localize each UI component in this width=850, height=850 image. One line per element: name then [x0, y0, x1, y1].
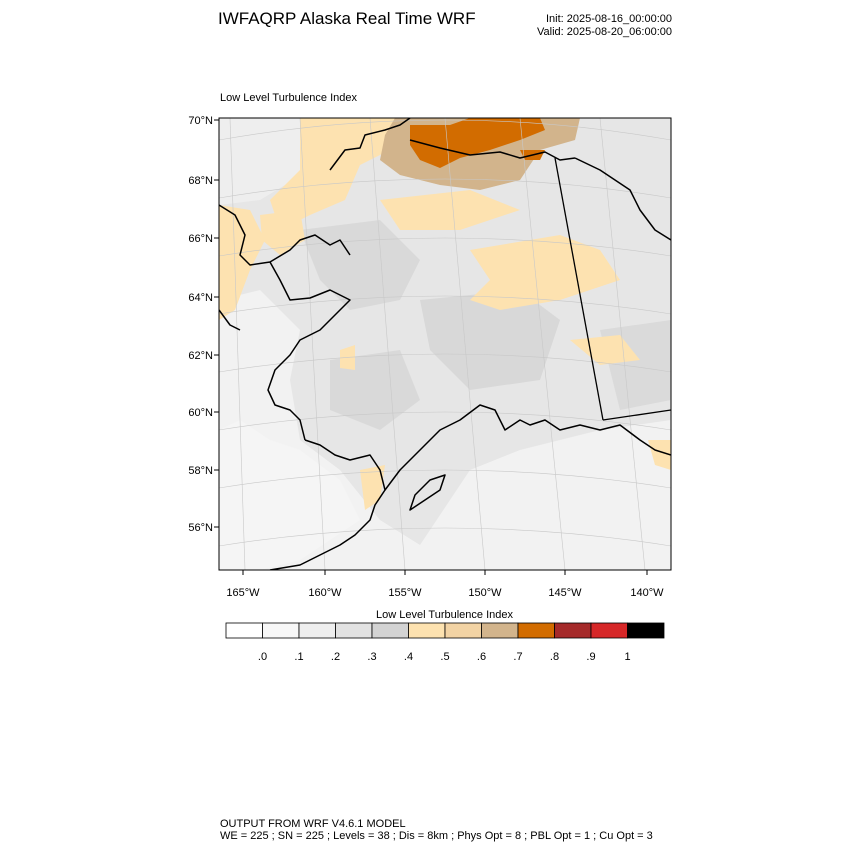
- lon-label: 155°W: [388, 587, 422, 599]
- colorbar-label: .4: [404, 651, 413, 663]
- valid-time: Valid: 2025-08-20_06:00:00: [537, 26, 672, 38]
- coast-kodiak: [409, 474, 446, 511]
- colorbar-box: [627, 622, 665, 639]
- lon-label: 140°W: [630, 587, 664, 599]
- graticule-lon-145: [519, 118, 566, 570]
- colorbar-box: [554, 622, 592, 639]
- colorbar-label: .5: [440, 651, 449, 663]
- graticule-lon-165: [229, 118, 246, 570]
- coast-gulf-of-alaska: [384, 404, 671, 491]
- main-title: IWFAQRP Alaska Real Time WRF: [218, 9, 476, 28]
- coastline: [219, 118, 671, 570]
- model-footer: OUTPUT FROM WRF V4.6.1 MODEL WE = 225 ; …: [220, 818, 653, 842]
- colorbar-label: .9: [586, 651, 595, 663]
- colorbar-box: [517, 622, 555, 639]
- colorbar-label: .0: [258, 651, 267, 663]
- colorbar-label: 1: [624, 651, 630, 663]
- graticule-lat-60: [219, 411, 671, 431]
- lon-label: 160°W: [308, 587, 342, 599]
- graticule-lon-150: [444, 118, 486, 570]
- field-level-05-southeast: [648, 440, 671, 470]
- longitude-labels: 165°W 160°W 155°W 150°W 145°W 140°W: [226, 587, 664, 599]
- coast-north-slope-west: [329, 118, 411, 171]
- init-time: Init: 2025-08-16_00:00:00: [546, 13, 672, 25]
- field-level-05-brooks: [380, 190, 520, 230]
- lon-label: 150°W: [468, 587, 502, 599]
- field-southwest: [330, 350, 420, 430]
- colorbar-labels: .0 .1 .2 .3 .4 .5 .6 .7 .8 .9 1: [258, 651, 631, 663]
- coast-canada-north: [574, 157, 671, 241]
- colorbar-box: [408, 622, 446, 639]
- colorbar-box: [590, 622, 628, 639]
- lat-label: 58°N: [188, 465, 213, 477]
- run-times: Init: 2025-08-16_00:00:00 Valid: 2025-08…: [537, 13, 672, 39]
- lat-label: 66°N: [188, 233, 213, 245]
- lat-label: 68°N: [188, 175, 213, 187]
- colorbar-box: [298, 622, 336, 639]
- coast-yukon-delta: [267, 261, 351, 441]
- field-level-05-yukon-flats: [470, 235, 620, 310]
- colorbar-title: Low Level Turbulence Index: [376, 609, 513, 621]
- graticule-lat-56: [219, 527, 671, 547]
- coast-seward-norton: [219, 204, 351, 266]
- colorbar-label: .2: [331, 651, 340, 663]
- colorbar-label: .1: [294, 651, 303, 663]
- lat-label: 64°N: [188, 292, 213, 304]
- field-level-05-norton: [260, 210, 305, 255]
- graticule-lon-140: [599, 118, 646, 570]
- turbulence-field: [219, 118, 671, 570]
- axis-ticks: [214, 119, 648, 575]
- graticule: [219, 118, 671, 570]
- coast-west-island: [219, 309, 241, 331]
- coast-beaufort: [409, 139, 576, 161]
- political-border: [554, 157, 671, 421]
- graticule-lon-160: [299, 118, 326, 570]
- colorbar-label: .7: [513, 651, 522, 663]
- graticule-lon-155: [369, 118, 406, 570]
- colorbar-box: [262, 622, 300, 639]
- colorbar-box: [444, 622, 482, 639]
- colorbar-box: [481, 622, 519, 639]
- lon-label: 165°W: [226, 587, 260, 599]
- graticule-lat-66: [219, 237, 671, 257]
- plot-field-title: Low Level Turbulence Index: [220, 92, 357, 104]
- colorbar: [225, 622, 665, 639]
- colorbar-box: [371, 622, 409, 639]
- lon-label: 145°W: [548, 587, 582, 599]
- lat-label: 62°N: [188, 350, 213, 362]
- field-level-08-north-slope: [410, 118, 545, 168]
- graticule-lat-58: [219, 469, 671, 489]
- border-southeast: [602, 409, 671, 421]
- ocean-field-bristol: [219, 420, 360, 570]
- footer-line-1: OUTPUT FROM WRF V4.6.1 MODEL: [220, 818, 406, 830]
- map-frame: [218, 117, 672, 571]
- coast-bristol-peninsula: [269, 439, 386, 570]
- field-interior-central: [420, 290, 560, 390]
- graticule-lat-64: [219, 295, 671, 315]
- colorbar-box: [335, 622, 373, 639]
- lat-label: 60°N: [188, 407, 213, 419]
- lat-label: 70°N: [188, 115, 213, 127]
- colorbar-box: [225, 622, 263, 639]
- graticule-lat-68: [219, 178, 671, 199]
- footer-line-2: WE = 225 ; SN = 225 ; Levels = 38 ; Dis …: [220, 830, 653, 842]
- field-level-05-seward: [219, 205, 265, 320]
- colorbar-label: .8: [550, 651, 559, 663]
- colorbar-label: .6: [477, 651, 486, 663]
- latitude-labels: 70°N 68°N 66°N 64°N 62°N 60°N 58°N 56°N: [188, 115, 213, 534]
- colorbar-label: .3: [367, 651, 376, 663]
- lat-label: 56°N: [188, 522, 213, 534]
- alaska-canada-border: [554, 157, 604, 421]
